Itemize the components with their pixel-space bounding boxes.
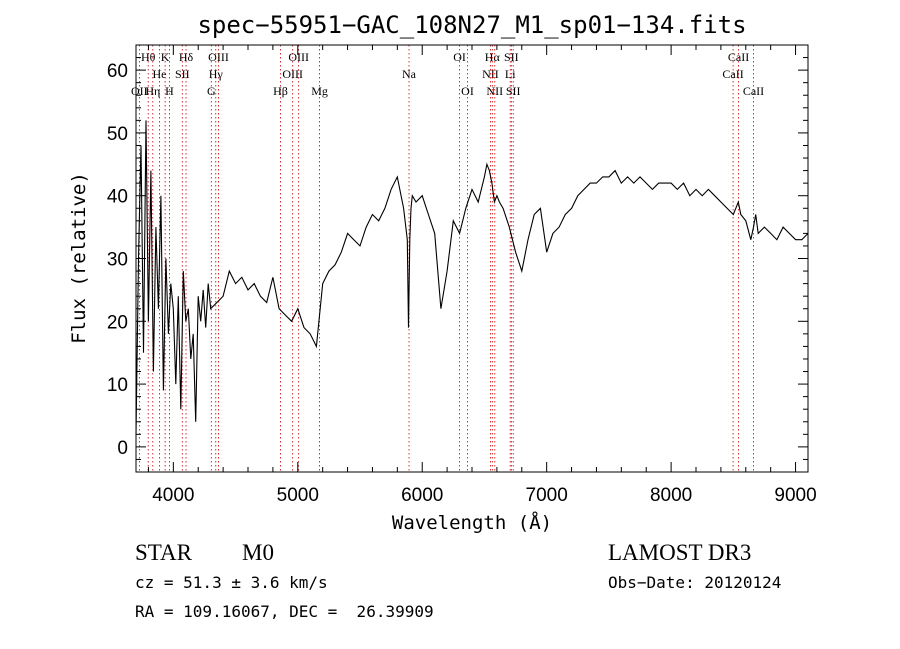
line-marker-label: NII xyxy=(482,67,499,81)
line-marker-label: CaII xyxy=(743,84,764,98)
line-marker-label: OIII xyxy=(208,50,229,64)
line-marker-label: OIII xyxy=(288,50,309,64)
y-tick-label: 60 xyxy=(107,61,128,82)
y-tick-label: 20 xyxy=(107,312,128,333)
line-marker-label: Hγ xyxy=(209,67,224,81)
x-tick-label: 9000 xyxy=(774,485,816,506)
spectrum-series-flux xyxy=(135,120,809,435)
redshift-text: cz = 51.3 ± 3.6 km/s xyxy=(135,573,328,592)
line-marker-label: OII xyxy=(131,84,148,98)
subclass-label: M0 xyxy=(242,540,274,565)
line-marker-label: H xyxy=(165,84,174,98)
x-tick-label: 6000 xyxy=(401,485,443,506)
line-marker-label: Li xyxy=(505,67,516,81)
y-tick-label: 50 xyxy=(107,124,128,145)
line-marker-label: OIII xyxy=(282,67,303,81)
line-marker-label: CaII xyxy=(728,50,749,64)
line-marker-label: NII xyxy=(486,84,503,98)
line-marker-label: He xyxy=(153,67,167,81)
line-marker-label: OI xyxy=(461,84,474,98)
x-axis-label: Wavelength (Å) xyxy=(392,511,552,534)
line-marker-label: G xyxy=(207,84,216,98)
chart-title: spec−55951−GAC_108N27_M1_sp01−134.fits xyxy=(197,11,746,39)
line-marker-label: SII xyxy=(504,50,519,64)
class-label: STAR xyxy=(135,540,192,565)
line-marker-label: OI xyxy=(453,50,466,64)
coordinates-text: RA = 109.16067, DEC = 26.39909 xyxy=(135,602,434,621)
y-tick-label: 40 xyxy=(107,187,128,208)
plot-frame xyxy=(135,44,809,473)
line-marker-label: Hη xyxy=(145,84,160,98)
line-marker-label: Hδ xyxy=(179,50,194,64)
line-marker-label: K xyxy=(161,50,170,64)
line-marker-label: SII xyxy=(175,67,190,81)
y-axis-label: Flux (relative) xyxy=(68,172,90,344)
line-marker-label: Mg xyxy=(311,84,328,98)
line-marker-label: Na xyxy=(402,67,417,81)
line-marker-label: CaII xyxy=(722,67,743,81)
line-marker-label: Hβ xyxy=(273,84,288,98)
x-tick-label: 4000 xyxy=(152,485,194,506)
x-tick-label: 5000 xyxy=(277,485,319,506)
x-tick-label: 7000 xyxy=(526,485,568,506)
line-marker-label: Hα xyxy=(485,50,501,64)
axes: 4000 5000 6000 7000 8000 9000 0 10 20 30 40 50 60 xyxy=(107,44,817,506)
y-tick-label: 0 xyxy=(117,438,128,459)
survey-label: LAMOST DR3 xyxy=(608,540,752,565)
y-tick-label: 10 xyxy=(107,375,128,396)
x-tick-label: 8000 xyxy=(650,485,692,506)
line-marker-label: Hθ xyxy=(141,50,156,64)
line-marker-label: SII xyxy=(506,84,521,98)
obs-date-text: Obs−Date: 20120124 xyxy=(608,573,782,592)
y-tick-label: 30 xyxy=(107,250,128,271)
